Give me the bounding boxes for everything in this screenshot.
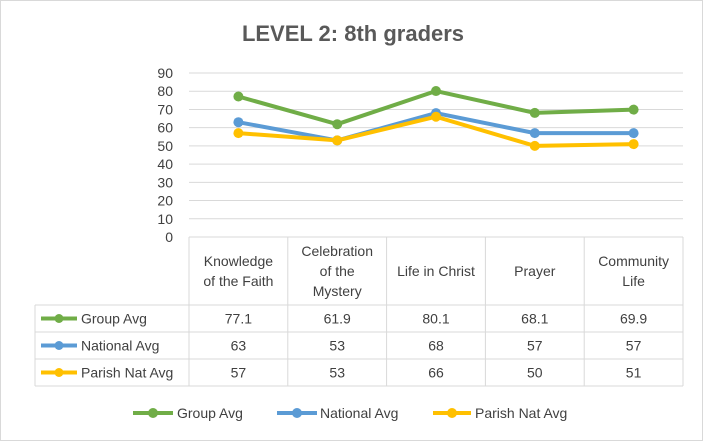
y-tick-label: 50 xyxy=(157,138,173,154)
x-category-label: Life in Christ xyxy=(397,263,475,279)
table-cell-value: 66 xyxy=(428,365,444,381)
table-legend-key-marker xyxy=(54,368,64,377)
legend-label: National Avg xyxy=(320,405,398,421)
table-cell-value: 57 xyxy=(527,338,543,354)
table-row-label: National Avg xyxy=(81,338,159,354)
data-point xyxy=(233,128,244,139)
table-cell-value: 57 xyxy=(231,365,247,381)
y-tick-label: 60 xyxy=(157,120,173,136)
table-cell-value: 53 xyxy=(329,365,345,381)
x-category-label: of the Faith xyxy=(203,273,273,289)
y-tick-label: 30 xyxy=(157,174,173,190)
data-point xyxy=(628,128,639,139)
x-category-label: Knowledge xyxy=(204,253,273,269)
table-cell-value: 50 xyxy=(527,365,543,381)
gridlines xyxy=(189,72,683,238)
x-category-label: Community xyxy=(598,253,669,269)
table-cell-value: 80.1 xyxy=(422,311,449,327)
y-tick-label: 80 xyxy=(157,83,173,99)
y-axis: 0 10 20 30 40 50 60 70 80 90 xyxy=(157,65,173,245)
x-category-label: Celebration xyxy=(301,243,373,259)
data-point xyxy=(233,91,244,102)
legend-label: Group Avg xyxy=(177,405,243,421)
table-cell-value: 61.9 xyxy=(324,311,351,327)
table-cell-value: 68 xyxy=(428,338,444,354)
table-cell-value: 51 xyxy=(626,365,642,381)
table-cell-value: 77.1 xyxy=(225,311,252,327)
data-point xyxy=(628,104,639,115)
table-cell-value: 63 xyxy=(231,338,247,354)
y-tick-label: 40 xyxy=(157,156,173,172)
table-row-label: Group Avg xyxy=(81,311,147,327)
table-legend-key-marker xyxy=(54,341,64,350)
legend-label: Parish Nat Avg xyxy=(475,405,567,421)
legend: Group Avg National Avg Parish Nat Avg xyxy=(133,405,567,421)
x-category-label: Mystery xyxy=(313,283,362,299)
data-point xyxy=(529,128,540,139)
legend-key-marker xyxy=(292,408,302,418)
data-point xyxy=(431,86,441,97)
table-legend-key-marker xyxy=(54,314,64,323)
y-tick-label: 70 xyxy=(157,101,173,117)
data-point xyxy=(233,117,244,128)
x-category-label: Prayer xyxy=(514,263,556,279)
table-cell-value: 68.1 xyxy=(521,311,548,327)
table-cell-value: 57 xyxy=(626,338,642,354)
table-cell-value: 69.9 xyxy=(620,311,647,327)
data-point xyxy=(431,111,441,122)
data-table: Knowledge of the Faith Celebration of the My… xyxy=(34,237,684,387)
data-point xyxy=(628,139,639,150)
x-category-label: Life xyxy=(622,273,645,289)
data-point xyxy=(332,119,343,130)
chart-title: LEVEL 2: 8th graders xyxy=(242,21,464,46)
table-cell-value: 53 xyxy=(329,338,345,354)
y-tick-label: 90 xyxy=(157,65,173,81)
y-tick-label: 0 xyxy=(165,229,173,245)
data-point xyxy=(529,107,540,118)
y-tick-label: 10 xyxy=(157,211,173,227)
series-lines xyxy=(233,86,639,151)
legend-key-marker xyxy=(148,408,158,418)
x-category-label: of the xyxy=(320,263,355,279)
y-tick-label: 20 xyxy=(157,193,173,209)
data-point xyxy=(529,140,540,151)
data-point xyxy=(332,135,343,146)
legend-key-marker xyxy=(447,408,457,418)
table-row-label: Parish Nat Avg xyxy=(81,365,173,381)
